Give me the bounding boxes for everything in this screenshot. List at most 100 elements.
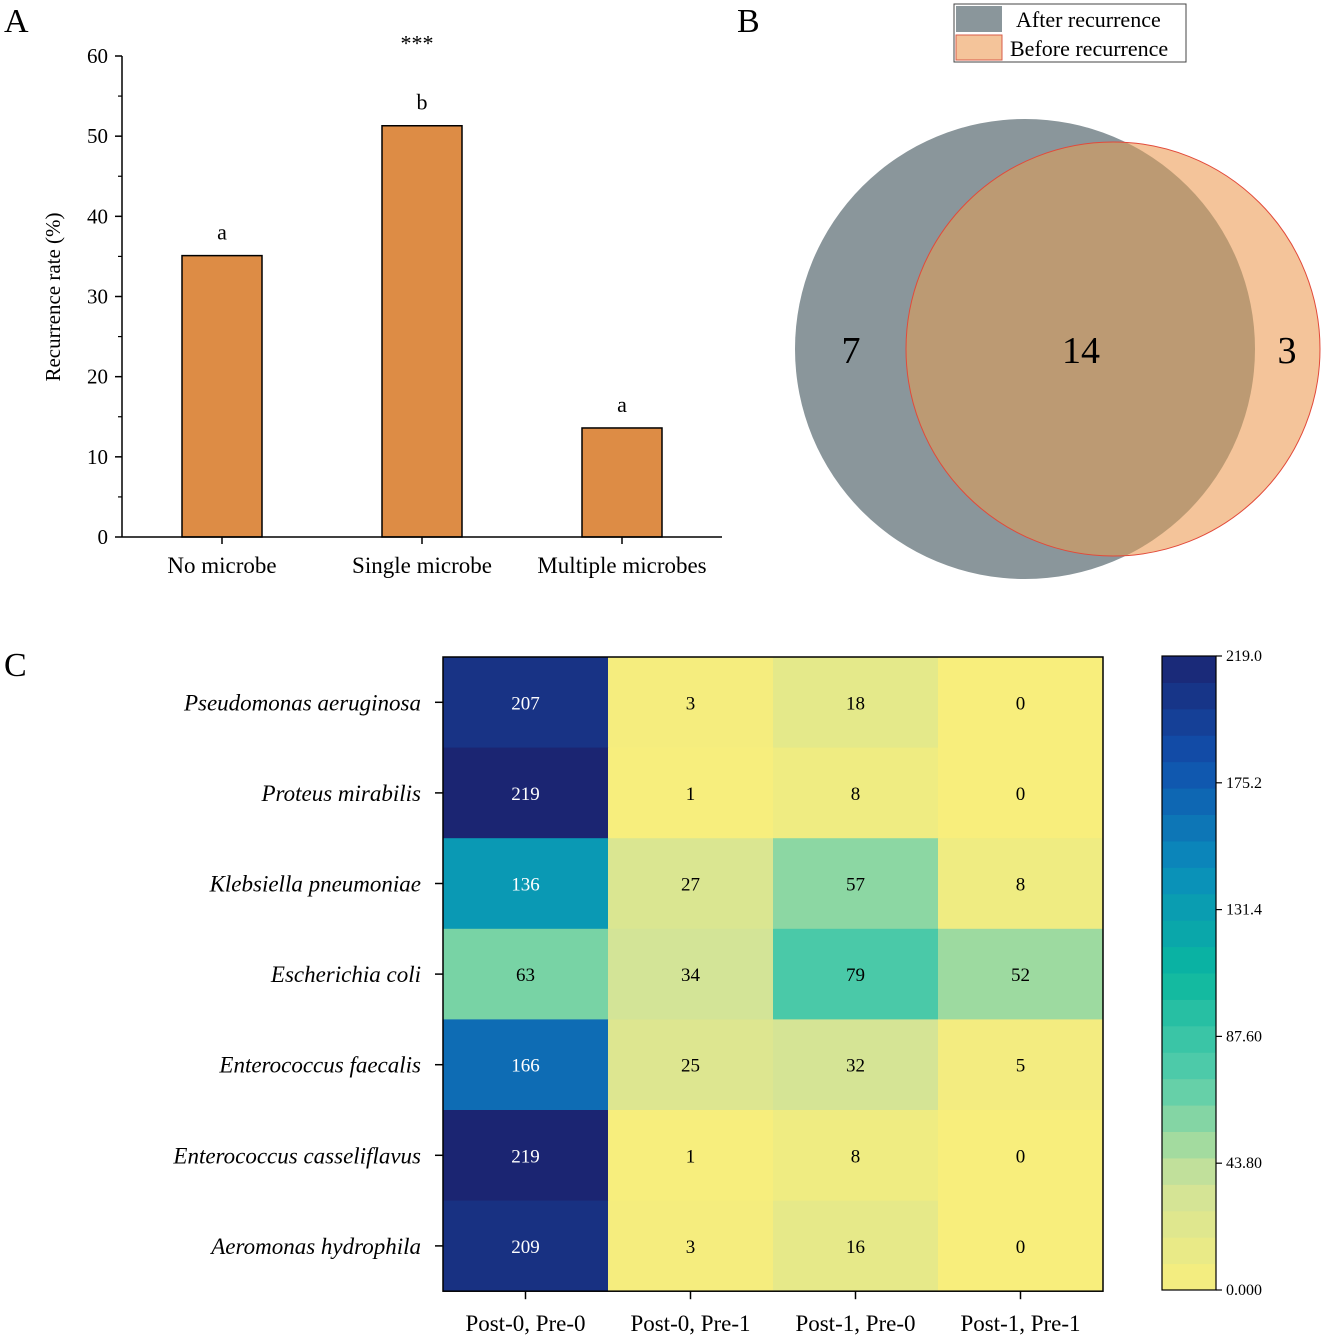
legend-swatch-before xyxy=(955,34,1003,61)
heatmap-cell-value: 8 xyxy=(1016,875,1026,896)
colorbar-step xyxy=(1162,1052,1216,1080)
legend-label-after: After recurrence xyxy=(1016,7,1161,32)
heatmap-cell-value: 79 xyxy=(846,965,865,986)
y-tick-label: 50 xyxy=(87,124,108,148)
heatmap-cell-value: 3 xyxy=(686,693,696,714)
bar-axes: No microbe Single microbe Multiple microbe… xyxy=(87,44,722,578)
heatmap-cell xyxy=(938,747,1104,839)
colorbar-frame xyxy=(1161,655,1217,1291)
heatmap-cell xyxy=(608,1019,774,1111)
colorbar-tick-label: 0.000 xyxy=(1226,1282,1262,1299)
bar xyxy=(581,427,663,538)
colorbar-step xyxy=(1162,761,1216,789)
colorbar-tick-label: 43.80 xyxy=(1226,1155,1262,1172)
colorbar-step xyxy=(1162,682,1216,710)
colorbar-tick-label: 131.4 xyxy=(1226,902,1262,919)
heatmap-cell xyxy=(608,747,774,839)
colorbar-step xyxy=(1162,1263,1216,1291)
x-tick-label: Single microbe xyxy=(352,553,492,578)
heatmap-cell xyxy=(443,838,609,930)
heatmap-cell xyxy=(443,1019,609,1111)
venn-panel: B After recurrence Before recurrence 7 1… xyxy=(737,3,1321,579)
bar-group-letter: a xyxy=(217,220,227,245)
heatmap-cell-value: 1 xyxy=(686,1146,696,1167)
heatmap-cell-value: 63 xyxy=(516,965,535,986)
y-tick-label: 20 xyxy=(87,365,108,389)
heatmap-cell xyxy=(938,657,1104,749)
heatmap-cell-value: 0 xyxy=(1016,1237,1026,1258)
heatmap-cell xyxy=(773,657,939,749)
legend-label-before: Before recurrence xyxy=(1010,36,1168,61)
heatmap-cell-value: 25 xyxy=(681,1056,700,1077)
y-tick-label: 10 xyxy=(87,445,108,469)
heatmap-cell xyxy=(938,838,1104,930)
heatmap-cell xyxy=(443,657,609,749)
colorbar-step xyxy=(1162,1131,1216,1159)
heatmap-cell-value: 1 xyxy=(686,784,696,805)
significance-marker: *** xyxy=(401,31,434,56)
colorbar-step xyxy=(1162,867,1216,895)
venn-count-after-only: 7 xyxy=(842,330,861,372)
column-label: Post-0, Pre-0 xyxy=(465,1311,585,1336)
bar xyxy=(381,124,463,538)
y-tick-label: 60 xyxy=(87,44,108,68)
heatmap-cell-value: 8 xyxy=(851,1146,861,1167)
colorbar: 0.000 43.80 87.60 131.4 175.2 219.0 xyxy=(1161,648,1262,1299)
heatmap-cell xyxy=(608,1200,774,1292)
heatmap-cell-value: 27 xyxy=(681,875,700,896)
x-tick-label: Multiple microbes xyxy=(537,553,706,578)
heatmap-cell xyxy=(608,838,774,930)
colorbar-step xyxy=(1162,1237,1216,1265)
heatmap-cell-value: 0 xyxy=(1016,1146,1026,1167)
venn-circle-before-outline xyxy=(905,141,1321,557)
colorbar-step xyxy=(1162,656,1216,683)
y-tick-label: 0 xyxy=(98,525,109,549)
colorbar-tick-label: 175.2 xyxy=(1226,775,1262,792)
heatmap-cell xyxy=(938,928,1104,1020)
heatmap-cell-value: 0 xyxy=(1016,693,1026,714)
colorbar-step xyxy=(1162,1184,1216,1212)
heatmap-cell xyxy=(773,1019,939,1111)
heatmap-cell-value: 32 xyxy=(846,1056,865,1077)
colorbar-tick-label: 87.60 xyxy=(1226,1028,1262,1045)
venn-count-intersection: 14 xyxy=(1062,330,1100,372)
heatmap-cell xyxy=(773,747,939,839)
venn-legend: After recurrence Before recurrence xyxy=(953,3,1187,63)
colorbar-step xyxy=(1162,814,1216,842)
heatmap-cell xyxy=(608,928,774,1020)
row-label: Klebsiella pneumoniae xyxy=(209,872,421,897)
heatmap-cell xyxy=(443,747,609,839)
colorbar-step xyxy=(1162,1025,1216,1053)
colorbar-step xyxy=(1162,788,1216,815)
heatmap-cell-value: 219 xyxy=(511,784,540,805)
heatmap-cell xyxy=(608,1110,774,1202)
legend-swatch-after xyxy=(956,6,1002,32)
heatmap-cell-value: 8 xyxy=(851,784,861,805)
x-tick-label: No microbe xyxy=(167,553,276,578)
bar xyxy=(181,254,263,538)
column-label: Post-0, Pre-1 xyxy=(630,1311,750,1336)
bar-group: a b a xyxy=(181,90,663,538)
heatmap-cell-value: 166 xyxy=(511,1056,540,1077)
column-label: Post-1, Pre-1 xyxy=(960,1311,1080,1336)
heatmap-cell xyxy=(938,1019,1104,1111)
heatmap-cell xyxy=(773,928,939,1020)
y-tick-label: 30 xyxy=(87,285,108,309)
heatmap-cell-value: 5 xyxy=(1016,1056,1026,1077)
heatmap-cell xyxy=(443,1200,609,1292)
colorbar-step xyxy=(1162,893,1216,921)
heatmap-cell xyxy=(773,838,939,930)
colorbar-step xyxy=(1162,840,1216,868)
heatmap-cell-value: 34 xyxy=(681,965,701,986)
row-label: Pseudomonas aeruginosa xyxy=(183,690,421,715)
row-label: Enterococcus faecalis xyxy=(218,1053,421,1078)
bar-group-letter: a xyxy=(617,392,627,417)
row-label: Proteus mirabilis xyxy=(260,781,421,806)
heatmap-cell-value: 3 xyxy=(686,1237,696,1258)
colorbar-step xyxy=(1162,1157,1216,1185)
panel-label-b: B xyxy=(737,3,760,40)
colorbar-step xyxy=(1162,735,1216,763)
colorbar-step xyxy=(1162,999,1216,1027)
